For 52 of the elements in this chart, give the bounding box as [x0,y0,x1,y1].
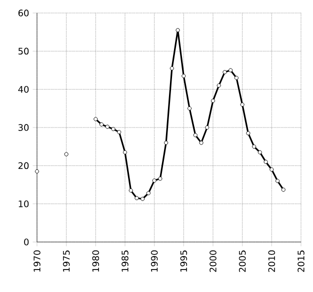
point [234,76,239,80]
x-tick-label: 1995 [180,250,188,272]
point [193,133,198,138]
y-tick-label: 60 [18,10,29,16]
point [111,126,116,132]
y-tick-label: 20 [18,162,29,170]
point [246,131,250,136]
point [140,196,145,201]
point [199,140,204,145]
point [158,176,162,181]
point [252,144,256,149]
point [34,169,40,174]
point [187,106,192,110]
point [122,150,128,154]
x-tick-label: 1980 [92,250,100,272]
x-tick-label: 2005 [238,250,246,272]
point [210,98,216,103]
y-tick-label: 50 [18,48,29,55]
point [99,122,104,126]
point [128,188,133,193]
x-tick-label: 2000 [210,250,216,272]
point [216,83,221,88]
point [275,178,280,183]
y-tick-label: 0 [24,238,29,246]
point [117,130,122,134]
point [264,160,268,164]
x-tick-label: 1990 [150,250,158,272]
point [222,70,227,74]
point [270,167,274,172]
point [170,66,174,70]
x-tick-label: 1970 [34,250,40,272]
point [258,150,262,154]
x-tick-label: 2015 [298,250,304,272]
y-tick-label: 40 [18,86,29,93]
y-tick-label: 30 [18,124,29,131]
point [182,74,186,78]
point [205,125,210,130]
point [146,191,151,196]
point [164,140,168,145]
y-tick-label: 10 [18,200,29,208]
x-tick-label: 1975 [62,250,70,272]
point [240,102,244,107]
point [94,117,98,122]
point [152,178,156,183]
point [176,28,180,32]
point [281,188,286,192]
point [64,152,68,156]
x-tick-label: 1985 [122,250,128,272]
point [134,196,139,200]
point [228,68,233,72]
x-tick-label: 2010 [268,250,276,272]
point [105,124,110,129]
